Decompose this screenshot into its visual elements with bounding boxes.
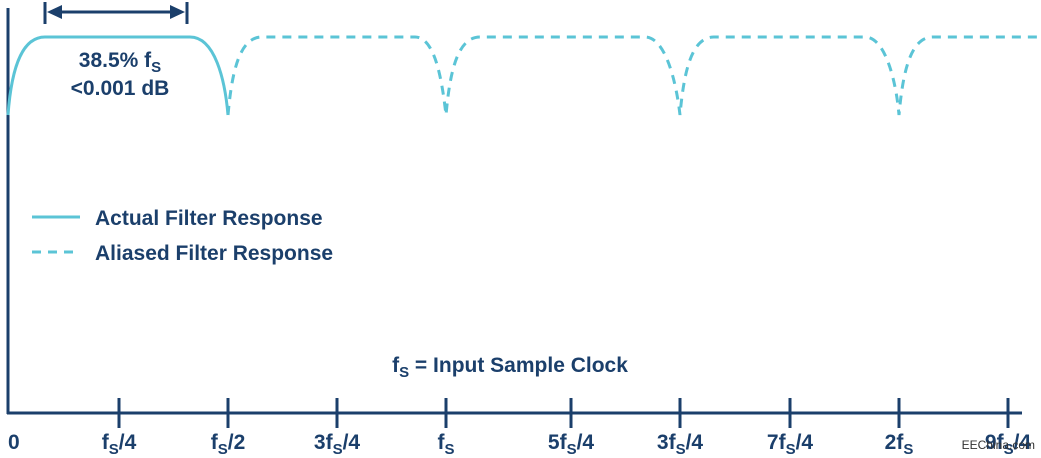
x-tick-label: 2fS (885, 431, 914, 458)
x-tick-label-part: 3f (657, 431, 677, 454)
aliased-response (226, 35, 1041, 116)
legend-label-part: Actual Filter Response (95, 207, 323, 230)
x-tick-label-part: /2 (228, 431, 246, 454)
x-tick-label-part: S (786, 441, 796, 458)
x-tick-label: 9fS/4 (985, 431, 1032, 458)
x-tick-label: 5fS/4 (548, 431, 595, 458)
legend-label: Aliased Filter Response (95, 242, 333, 265)
x-tick-label-part: S (444, 441, 454, 458)
annotation: <0.001 dB (71, 77, 170, 100)
arrow (43, 2, 189, 24)
x-tick-label-part: 9f (985, 431, 1005, 454)
x-tick-label-part: f (102, 431, 110, 454)
x-tick-label-part: S (1004, 441, 1014, 458)
x-tick-label-part: /4 (577, 431, 595, 454)
x-tick-label: fS/2 (211, 431, 246, 458)
x-tick-label-part: 5f (548, 431, 568, 454)
arrow-head (170, 5, 185, 19)
x-tick-label-part: S (903, 441, 913, 458)
x-tick-label-part: S (567, 441, 577, 458)
x-tick-label-part: 2f (885, 431, 905, 454)
x-tick-label-part: f (211, 431, 219, 454)
x-tick-label-part: /4 (686, 431, 704, 454)
x-tick-label: fS (437, 431, 454, 458)
note-part: S (399, 364, 409, 381)
annotation-part: 38.5% f (79, 49, 152, 72)
x-tick-label: fS/4 (102, 431, 137, 458)
x-tick-label: 7fS/4 (767, 431, 814, 458)
x-tick-label-part: 0 (8, 431, 20, 454)
x-tick-label-part: f (437, 431, 445, 454)
arrow-head (47, 5, 62, 19)
legend-label: Actual Filter Response (95, 207, 323, 230)
x-tick-label-part: 7f (767, 431, 787, 454)
note-part: = Input Sample Clock (409, 354, 628, 377)
x-tick-label: 3fS/4 (657, 431, 704, 458)
legend-label-part: Aliased Filter Response (95, 242, 333, 265)
annotation-part: S (151, 59, 161, 76)
x-tick-label-part: /4 (796, 431, 814, 454)
annotation: 38.5% fS (79, 49, 161, 76)
watermark: EEChina.com (962, 438, 1035, 452)
actual-response (6, 35, 230, 116)
x-tick-label-part: S (218, 441, 228, 458)
x-tick-label-part: /4 (343, 431, 361, 454)
x-tick-label-part: S (333, 441, 343, 458)
x-tick-label-part: S (676, 441, 686, 458)
note-part: f (392, 354, 400, 377)
annotation-part: <0.001 dB (71, 77, 170, 100)
x-tick-label-part: S (109, 441, 119, 458)
x-tick-label: 0 (8, 431, 20, 454)
x-tick-label-part: /4 (1014, 431, 1032, 454)
x-tick-label-part: /4 (119, 431, 137, 454)
x-tick-label: 3fS/4 (314, 431, 361, 458)
x-tick-label-part: 3f (314, 431, 334, 454)
note: fS = Input Sample Clock (392, 354, 628, 381)
